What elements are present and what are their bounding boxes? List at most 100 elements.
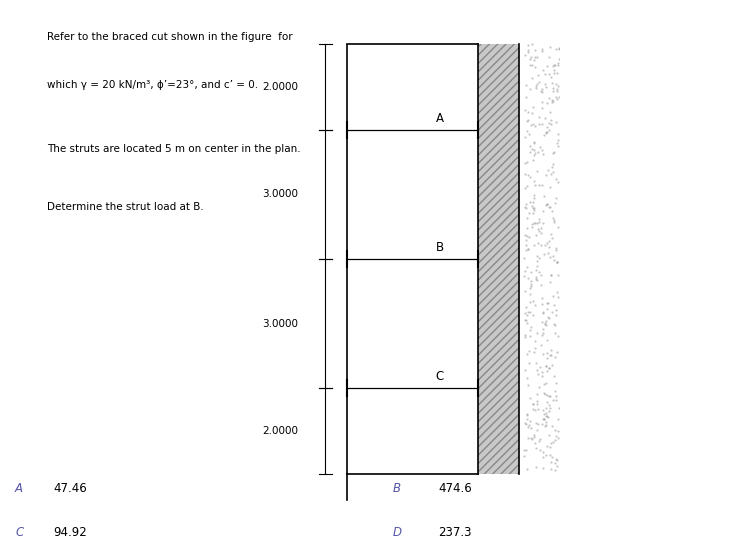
Point bbox=[546, 452, 558, 461]
Point bbox=[535, 318, 547, 327]
Point bbox=[547, 421, 559, 430]
Point bbox=[552, 81, 564, 90]
Point bbox=[547, 291, 559, 300]
Point bbox=[544, 450, 556, 459]
Point bbox=[545, 351, 557, 359]
Point bbox=[550, 45, 562, 54]
Text: 3.0000: 3.0000 bbox=[262, 189, 298, 200]
Point bbox=[549, 321, 561, 330]
Point bbox=[551, 287, 563, 296]
Point bbox=[523, 359, 535, 368]
Point bbox=[544, 351, 556, 359]
Point bbox=[522, 244, 534, 253]
Point bbox=[521, 158, 533, 166]
Point bbox=[550, 379, 562, 388]
Point bbox=[519, 169, 531, 178]
Text: 237.3: 237.3 bbox=[438, 526, 472, 539]
Point bbox=[519, 286, 531, 295]
Point bbox=[536, 104, 548, 113]
Point bbox=[528, 181, 541, 190]
Point bbox=[525, 220, 538, 228]
Point bbox=[547, 168, 559, 177]
Point bbox=[523, 347, 535, 356]
Point bbox=[522, 107, 534, 116]
Point bbox=[522, 410, 534, 419]
Point bbox=[541, 128, 553, 137]
Point bbox=[544, 170, 556, 179]
Point bbox=[522, 224, 534, 233]
Point bbox=[550, 306, 562, 315]
Text: C: C bbox=[435, 370, 444, 383]
Point bbox=[539, 422, 551, 431]
Point bbox=[552, 293, 564, 301]
Point bbox=[531, 71, 544, 80]
Point bbox=[541, 397, 553, 406]
Point bbox=[526, 109, 538, 118]
Point bbox=[530, 274, 542, 283]
Point bbox=[538, 66, 550, 75]
Point bbox=[531, 225, 544, 233]
Point bbox=[533, 268, 545, 277]
Point bbox=[534, 86, 547, 95]
Point bbox=[524, 148, 536, 156]
Bar bbox=[478, 44, 519, 474]
Point bbox=[541, 441, 553, 450]
Point bbox=[540, 421, 552, 430]
Point bbox=[538, 325, 550, 334]
Point bbox=[541, 305, 553, 314]
Point bbox=[528, 190, 540, 199]
Point bbox=[530, 84, 542, 92]
Point bbox=[531, 405, 544, 414]
Point bbox=[521, 127, 533, 135]
Point bbox=[538, 131, 550, 139]
Point bbox=[541, 62, 553, 71]
Point bbox=[536, 119, 548, 128]
Point bbox=[532, 148, 544, 157]
Point bbox=[551, 85, 563, 94]
Text: 94.92: 94.92 bbox=[53, 526, 87, 539]
Point bbox=[536, 420, 548, 429]
Text: The struts are located 5 m on center in the plan.: The struts are located 5 m on center in … bbox=[47, 144, 300, 154]
Point bbox=[544, 42, 556, 51]
Point bbox=[550, 80, 562, 88]
Point bbox=[519, 81, 531, 90]
Point bbox=[525, 298, 537, 306]
Point bbox=[540, 408, 552, 417]
Text: 47.46: 47.46 bbox=[53, 482, 87, 495]
Point bbox=[548, 148, 560, 156]
Point bbox=[520, 302, 532, 311]
Text: which γ = 20 kN/m³, ϕ’=23°, and c’ = 0.: which γ = 20 kN/m³, ϕ’=23°, and c’ = 0. bbox=[47, 80, 258, 90]
Point bbox=[543, 401, 555, 410]
Point bbox=[527, 400, 539, 409]
Point bbox=[531, 266, 543, 275]
Point bbox=[529, 121, 541, 130]
Point bbox=[542, 412, 554, 421]
Point bbox=[538, 380, 550, 389]
Point bbox=[531, 425, 544, 434]
Point bbox=[552, 59, 564, 68]
Point bbox=[534, 281, 547, 290]
Text: C: C bbox=[15, 526, 23, 539]
Point bbox=[549, 458, 561, 467]
Point bbox=[531, 252, 544, 261]
Point bbox=[534, 445, 547, 454]
Point bbox=[553, 404, 565, 413]
Point bbox=[547, 437, 559, 446]
Point bbox=[539, 80, 551, 89]
Point bbox=[524, 332, 536, 341]
Point bbox=[550, 258, 562, 267]
Point bbox=[544, 277, 556, 286]
Point bbox=[541, 200, 553, 208]
Point bbox=[519, 203, 531, 212]
Text: 2.0000: 2.0000 bbox=[262, 426, 298, 436]
Point bbox=[524, 173, 536, 181]
Point bbox=[553, 135, 565, 144]
Point bbox=[527, 404, 539, 413]
Point bbox=[542, 248, 554, 257]
Point bbox=[548, 255, 560, 264]
Point bbox=[551, 139, 563, 148]
Point bbox=[544, 392, 556, 400]
Point bbox=[547, 214, 559, 223]
Point bbox=[550, 244, 562, 253]
Point bbox=[528, 343, 541, 352]
